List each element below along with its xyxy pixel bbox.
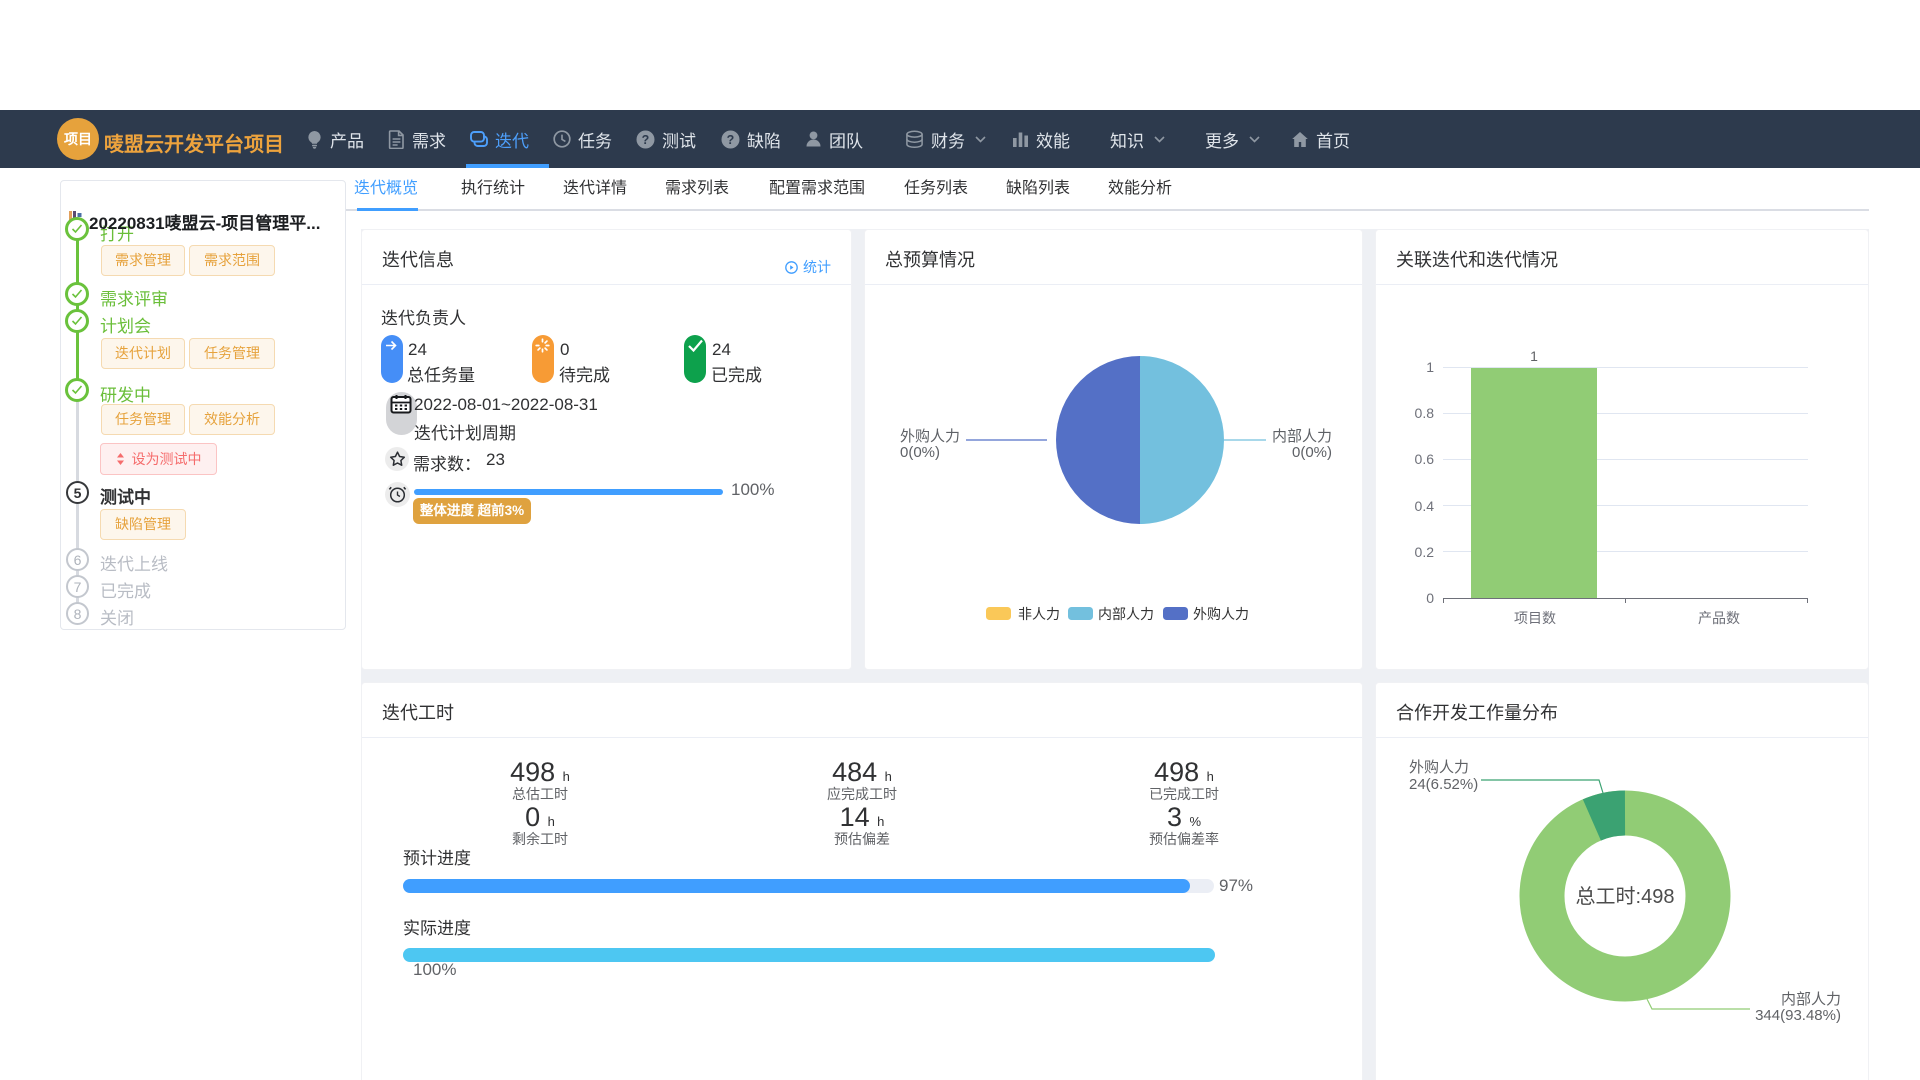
svg-text:0: 0 — [1426, 590, 1434, 606]
svg-text:?: ? — [727, 133, 735, 147]
svg-text:总工时:498: 总工时:498 — [1576, 885, 1675, 908]
svg-text:0.4: 0.4 — [1415, 498, 1435, 514]
svg-text:外购人力: 外购人力 — [1193, 606, 1249, 622]
svg-text:项目数: 项目数 — [1514, 610, 1556, 626]
svg-text:0.8: 0.8 — [1415, 405, 1435, 421]
svg-text:产品数: 产品数 — [1698, 610, 1740, 626]
svg-text:内部人力: 内部人力 — [1272, 428, 1332, 445]
svg-text:外购人力: 外购人力 — [900, 428, 960, 445]
svg-text:0.2: 0.2 — [1415, 544, 1435, 560]
svg-text:外购人力: 外购人力 — [1409, 759, 1469, 776]
svg-text:1: 1 — [1530, 348, 1538, 364]
svg-text:非人力: 非人力 — [1018, 606, 1060, 622]
svg-text:内部人力: 内部人力 — [1781, 991, 1841, 1008]
svg-text:1: 1 — [1426, 359, 1434, 375]
svg-text:内部人力: 内部人力 — [1098, 606, 1154, 622]
svg-text:0(0%): 0(0%) — [1292, 444, 1332, 461]
svg-text:344(93.48%): 344(93.48%) — [1755, 1007, 1841, 1024]
svg-text:0(0%): 0(0%) — [900, 444, 940, 461]
svg-text:?: ? — [642, 133, 650, 147]
svg-text:0.6: 0.6 — [1415, 451, 1435, 467]
svg-text:24(6.52%): 24(6.52%) — [1409, 776, 1478, 793]
